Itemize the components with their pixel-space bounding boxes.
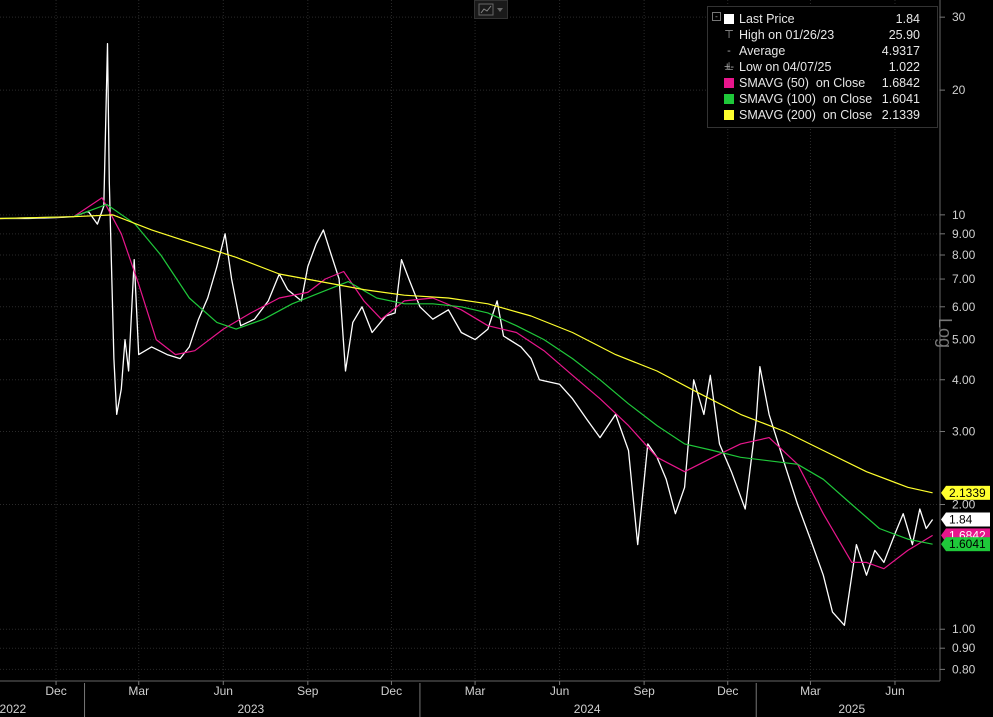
- legend-label: Last Price: [739, 12, 795, 26]
- y-tick-label: 10: [952, 208, 966, 222]
- value-tag-pointer: [941, 485, 946, 500]
- legend-marker-icon: ⊤: [724, 29, 734, 41]
- year-label: 2025: [838, 702, 865, 716]
- value-tag-pointer: [941, 528, 946, 543]
- x-tick-label: Sep: [633, 684, 655, 698]
- year-label: 2023: [237, 702, 264, 716]
- legend-value: 25.90: [888, 28, 920, 42]
- line-chart-icon: [478, 3, 503, 16]
- legend-value: 1.6041: [881, 92, 920, 106]
- y-tick-label: 6.00: [952, 300, 976, 314]
- legend-value: 1.84: [895, 12, 920, 26]
- value-tag: 1.84: [941, 512, 990, 527]
- x-tick-label: Jun: [885, 684, 904, 698]
- legend-marker-icon: -+-: [724, 45, 735, 73]
- legend-item: Last Price 1.84: [708, 11, 937, 27]
- y-tick-label: 4.00: [952, 373, 976, 387]
- y-tick-label: 0.80: [952, 662, 976, 676]
- year-label: 2022: [0, 702, 27, 716]
- year-label: 2024: [574, 702, 601, 716]
- x-tick-label: Sep: [297, 684, 319, 698]
- value-tag-label: 2.1339: [949, 486, 986, 500]
- legend-value: 1.022: [888, 60, 920, 74]
- legend-item: -+- Average 4.9317: [708, 43, 937, 73]
- series-line: [0, 203, 933, 545]
- y-tick-label: 8.00: [952, 248, 976, 262]
- legend-item: ⊤ High on 01/26/23 25.90: [708, 27, 937, 43]
- legend-swatch: [724, 78, 734, 88]
- y-tick-label: 30: [952, 10, 966, 24]
- y-tick-label: 3.00: [952, 425, 976, 439]
- chart-type-button[interactable]: [474, 0, 508, 19]
- chart-legend: - Last Price 1.84 ⊤ High on 01/26/23 25.90 -+…: [707, 6, 938, 128]
- y-tick-label: 9.00: [952, 227, 976, 241]
- series-line: [0, 197, 933, 570]
- x-tick-label: Mar: [128, 684, 149, 698]
- x-tick-label: Mar: [465, 684, 486, 698]
- y-tick-label: 1.00: [952, 622, 976, 636]
- x-tick-label: Dec: [381, 684, 402, 698]
- y-tick-label: 2.00: [952, 497, 976, 511]
- value-tag-box: [946, 485, 990, 500]
- x-tick-label: Jun: [214, 684, 233, 698]
- value-tag: 1.6041: [941, 537, 990, 552]
- legend-label: SMAVG (100) on Close: [739, 92, 873, 106]
- x-tick-label: Dec: [45, 684, 66, 698]
- value-tag-label: 1.6041: [949, 537, 986, 551]
- log-scale-label[interactable]: Log: [935, 318, 955, 349]
- legend-item: SMAVG (200) on Close 2.1339: [708, 107, 937, 123]
- y-tick-label: 0.90: [952, 641, 976, 655]
- series-line: [0, 214, 933, 494]
- legend-label: Low on 04/07/25: [739, 60, 832, 74]
- legend-value: 4.9317: [881, 44, 920, 58]
- legend-marker-icon: ⊥: [724, 61, 734, 73]
- value-tag-label: 1.84: [949, 512, 973, 526]
- x-tick-label: Dec: [717, 684, 738, 698]
- legend-swatch: [724, 14, 734, 24]
- value-tag-pointer: [941, 537, 946, 552]
- x-tick-label: Mar: [800, 684, 821, 698]
- legend-item: ⊥ Low on 04/07/25 1.022: [708, 59, 937, 75]
- legend-label: Average: [739, 44, 786, 58]
- legend-value: 1.6842: [881, 76, 920, 90]
- series-line: [0, 42, 934, 626]
- legend-swatch: [724, 94, 734, 104]
- value-tag-box: [946, 537, 990, 552]
- legend-collapse-icon[interactable]: -: [712, 12, 721, 21]
- legend-swatch: [724, 110, 734, 120]
- y-tick-label: 20: [952, 83, 966, 97]
- legend-item: SMAVG (100) on Close 1.6041: [708, 91, 937, 107]
- y-tick-label: 5.00: [952, 333, 976, 347]
- value-tag-pointer: [941, 512, 946, 527]
- legend-label: SMAVG (200) on Close: [739, 108, 873, 122]
- legend-item: SMAVG (50) on Close 1.6842: [708, 75, 937, 91]
- value-tag: 2.1339: [941, 485, 990, 500]
- legend-value: 2.1339: [881, 108, 920, 122]
- y-tick-label: 7.00: [952, 272, 976, 286]
- value-tag-box: [946, 512, 990, 527]
- x-tick-label: Jun: [550, 684, 569, 698]
- legend-label: High on 01/26/23: [739, 28, 835, 42]
- legend-label: SMAVG (50) on Close: [739, 76, 866, 90]
